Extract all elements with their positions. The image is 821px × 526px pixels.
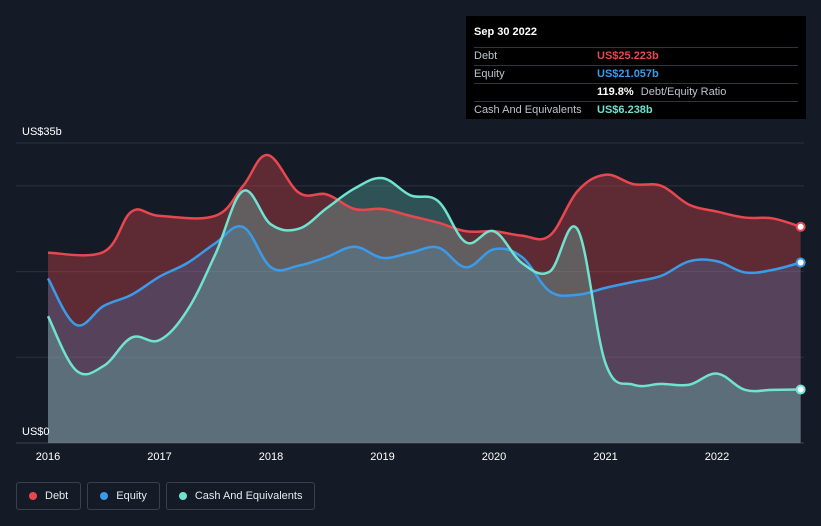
series-end-markers [795,221,806,395]
tooltip-ratio-wrap: 119.8% Debt/Equity Ratio [597,84,726,101]
x-tick-label: 2021 [593,451,617,463]
tooltip-row-equity: Equity US$21.057b [474,65,798,83]
y-axis-top-label: US$35b [22,126,62,138]
cash-end-marker [795,384,806,395]
tooltip-ratio-suffix: Debt/Equity Ratio [640,86,727,98]
legend-item-debt[interactable]: Debt [16,482,82,510]
legend-item-cash[interactable]: Cash And Equivalents [165,482,316,510]
tooltip-ratio-value: 119.8% [597,86,634,98]
legend-item-equity[interactable]: Equity [87,482,160,510]
equity-end-marker [795,257,806,268]
axis-labels: US$35b US$0 2016 2017 2018 2019 2020 2021 2022 [22,126,729,463]
x-tick-label: 2020 [482,451,506,463]
cash-area [48,177,801,443]
legend-label-equity: Equity [116,490,147,502]
tooltip-row-ratio: 119.8% Debt/Equity Ratio [474,83,798,101]
x-tick-label: 2022 [705,451,729,463]
y-axis-bottom-label: US$0 [22,426,50,438]
tooltip-debt-label: Debt [474,50,498,62]
grid-lines [16,142,804,444]
series-lines [46,153,802,393]
series-areas [48,154,801,443]
legend-dot-cash-icon [178,492,187,500]
data-tooltip: Sep 30 2022 Debt US$25.223b Equity US$21… [466,16,806,119]
legend-label-cash: Cash And Equivalents [194,490,303,502]
cash-line [46,176,801,393]
tooltip-ratio-label [474,84,597,101]
tooltip-debt-value: US$25.223b [597,50,659,62]
debt-end-marker [795,221,806,232]
tooltip-row-cash: Cash And Equivalents US$6.238b [474,101,798,119]
legend-dot-equity-icon [100,492,109,500]
x-tick-label: 2018 [259,451,283,463]
equity-line [46,224,801,327]
chart-legend: Debt Equity Cash And Equivalents [16,482,316,510]
debt-equity-chart: US$35b US$0 2016 2017 2018 2019 2020 2021 2022 [16,126,806,463]
tooltip-equity-value: US$21.057b [597,68,659,80]
tooltip-cash-value: US$6.238b [597,104,653,116]
tooltip-date: Sep 30 2022 [474,26,537,38]
equity-area [48,226,801,443]
legend-dot-debt-icon [29,492,37,500]
legend-label-debt: Debt [45,490,69,502]
tooltip-row-debt: Debt US$25.223b [474,47,798,65]
x-tick-label: 2017 [147,451,171,463]
debt-line [47,153,802,257]
x-tick-label: 2016 [36,451,60,463]
tooltip-cash-label: Cash And Equivalents [474,104,582,116]
tooltip-equity-label: Equity [474,68,505,80]
x-tick-label: 2019 [370,451,394,463]
